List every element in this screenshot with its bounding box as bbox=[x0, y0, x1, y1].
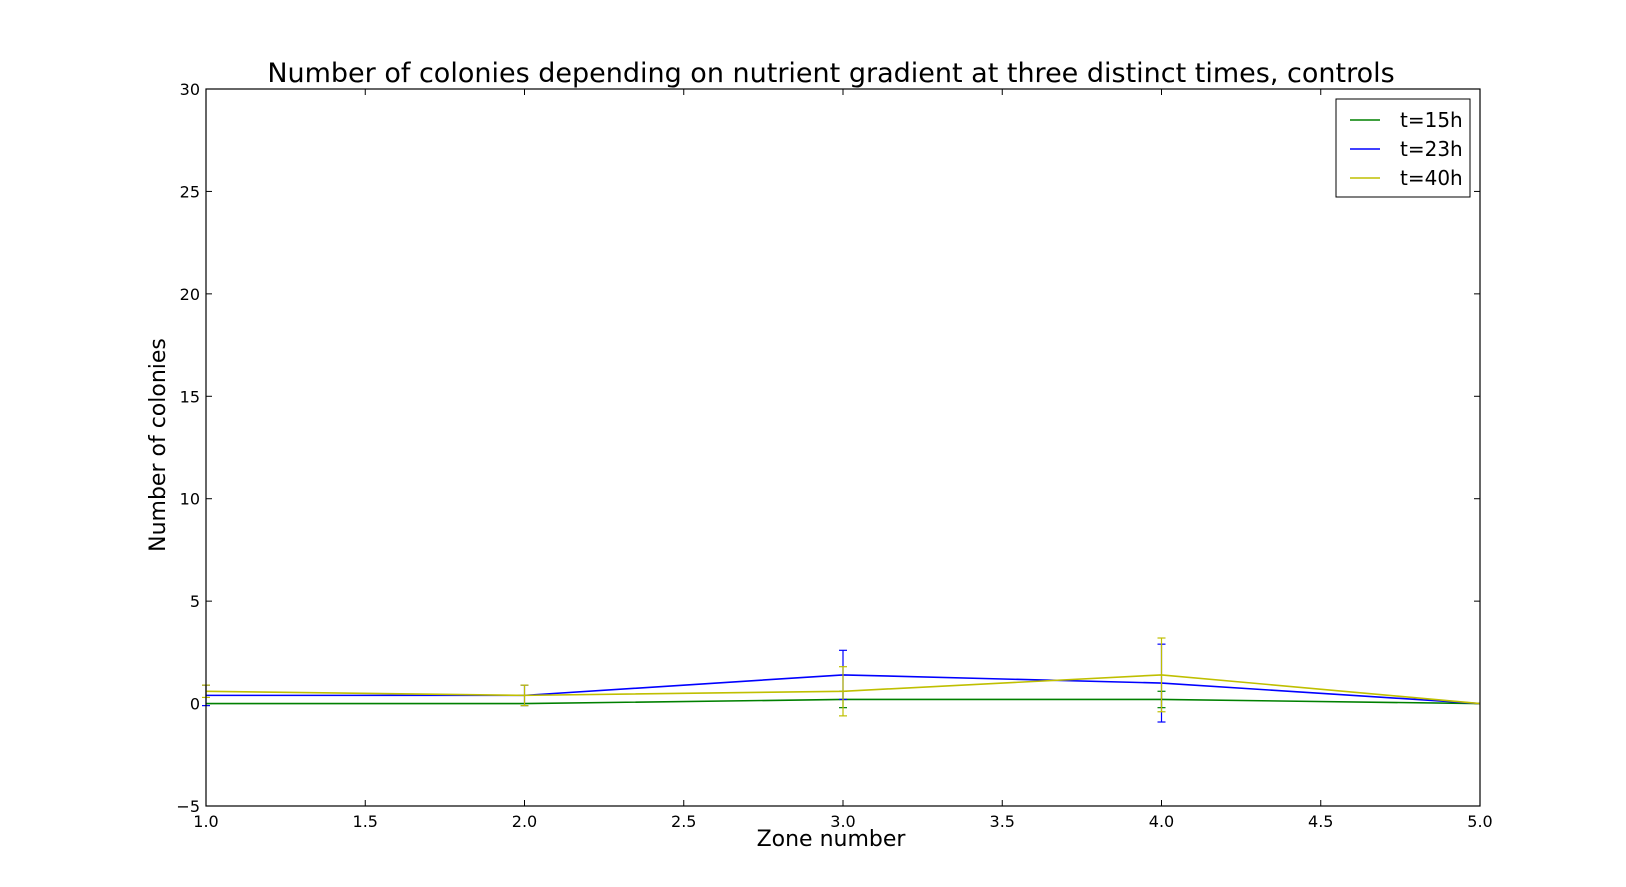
y-tick-label: 5 bbox=[190, 592, 200, 611]
legend-label: t=40h bbox=[1400, 166, 1463, 190]
y-tick-label: −5 bbox=[176, 797, 200, 816]
x-tick-label: 4.5 bbox=[1308, 812, 1333, 831]
y-tick-label: 0 bbox=[190, 695, 200, 714]
legend-label: t=23h bbox=[1400, 137, 1463, 161]
y-tick-label: 25 bbox=[180, 182, 200, 201]
x-axis-label: Zone number bbox=[757, 827, 907, 852]
x-tick-label: 5.0 bbox=[1467, 812, 1492, 831]
x-tick-label: 3.5 bbox=[990, 812, 1015, 831]
y-tick-label: 20 bbox=[180, 285, 200, 304]
y-axis-label: Number of colonies bbox=[146, 338, 171, 552]
x-tick-label: 2.0 bbox=[512, 812, 537, 831]
y-tick-label: 10 bbox=[180, 490, 200, 509]
x-tick-label: 3.0 bbox=[830, 812, 855, 831]
y-tick-label: 30 bbox=[180, 80, 200, 99]
legend-box bbox=[1335, 98, 1471, 198]
legend-label: t=15h bbox=[1400, 108, 1463, 132]
x-tick-label: 1.5 bbox=[353, 812, 378, 831]
chart-title: Number of colonies depending on nutrient… bbox=[267, 58, 1394, 89]
plot-area: 1.0 1.5 2.0 2.5 3.0 3.5 4.0 4.5 5.0 −5 0 5 10 15 20 25 3… bbox=[176, 80, 1492, 831]
x-tick-label: 1.0 bbox=[193, 812, 218, 831]
y-tick-label: 15 bbox=[180, 387, 200, 406]
x-tick-label: 2.5 bbox=[671, 812, 696, 831]
x-tick-label: 4.0 bbox=[1149, 812, 1174, 831]
plot-frame bbox=[205, 88, 1481, 807]
